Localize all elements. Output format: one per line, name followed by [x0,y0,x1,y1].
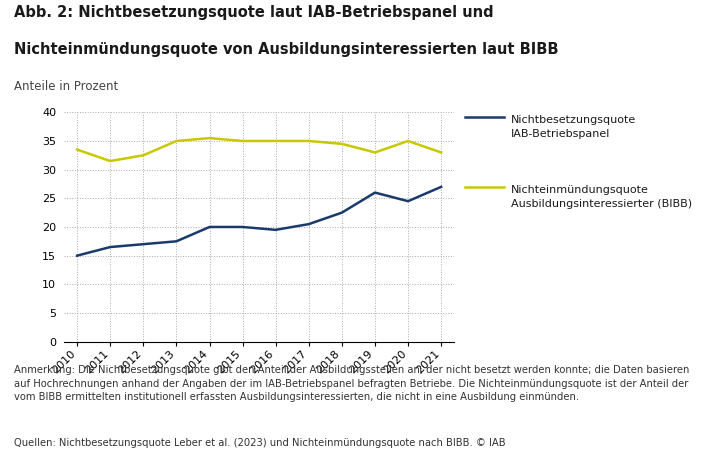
Text: Nichteinmündungsquote
Ausbildungsinteressierter (BIBB): Nichteinmündungsquote Ausbildungsinteres… [511,185,692,209]
Text: Anteile in Prozent: Anteile in Prozent [14,80,119,93]
Text: Nichtbesetzungsquote
IAB-Betriebspanel: Nichtbesetzungsquote IAB-Betriebspanel [511,115,636,139]
Text: Nichteinmündungsquote von Ausbildungsinteressierten laut BIBB: Nichteinmündungsquote von Ausbildungsint… [14,42,559,57]
Text: Anmerkung: Die Nichtbesetzungsquote gibt den Anteil der Ausbildungsstellen an, d: Anmerkung: Die Nichtbesetzungsquote gibt… [14,365,689,402]
Text: Quellen: Nichtbesetzungsquote Leber et al. (2023) und Nichteinmündungsquote nach: Quellen: Nichtbesetzungsquote Leber et a… [14,438,506,447]
Text: Abb. 2: Nichtbesetzungsquote laut IAB-Betriebspanel und: Abb. 2: Nichtbesetzungsquote laut IAB-Be… [14,5,494,20]
